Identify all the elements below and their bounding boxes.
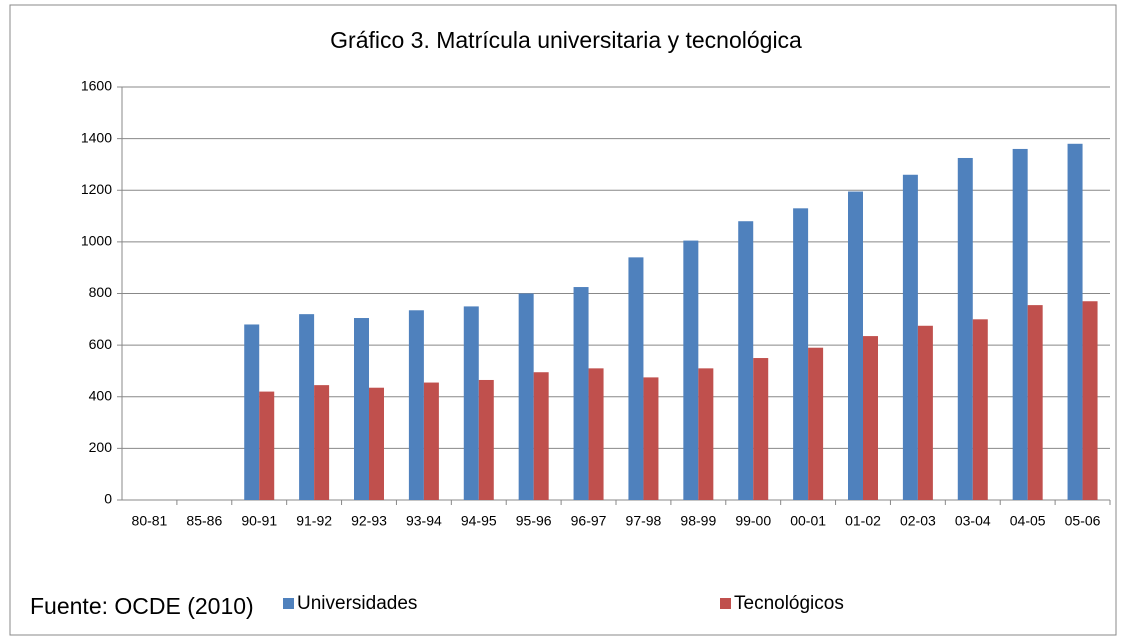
bar bbox=[902, 174, 918, 500]
bar bbox=[518, 293, 534, 500]
y-tick-label: 1600 bbox=[81, 78, 112, 94]
bar bbox=[314, 385, 330, 500]
x-tick-label: 97-98 bbox=[626, 513, 662, 529]
x-tick-label: 00-01 bbox=[790, 513, 826, 529]
bar bbox=[972, 319, 988, 500]
bar bbox=[753, 358, 769, 500]
x-tick-label: 90-91 bbox=[241, 513, 277, 529]
legend-label: Universidades bbox=[297, 593, 417, 614]
x-tick-label: 05-06 bbox=[1065, 513, 1101, 529]
bar bbox=[628, 257, 644, 500]
bar bbox=[1082, 301, 1098, 500]
x-tick-label: 99-00 bbox=[735, 513, 771, 529]
bar bbox=[848, 191, 863, 500]
x-tick-label: 02-03 bbox=[900, 513, 936, 529]
bar bbox=[478, 379, 494, 500]
x-tick-label: 98-99 bbox=[680, 513, 716, 529]
bar bbox=[643, 377, 659, 500]
bar bbox=[1012, 148, 1028, 500]
chart-title: Gráfico 3. Matrícula universitaria y tec… bbox=[330, 27, 802, 53]
x-tick-label: 03-04 bbox=[955, 513, 991, 529]
bar bbox=[863, 336, 878, 500]
y-tick-label: 1200 bbox=[81, 181, 112, 197]
y-tick-label: 800 bbox=[89, 284, 113, 300]
bar bbox=[1067, 143, 1083, 500]
bar bbox=[793, 208, 809, 500]
bar bbox=[463, 306, 479, 500]
bar bbox=[423, 382, 439, 500]
bar bbox=[354, 318, 369, 500]
bar bbox=[259, 391, 275, 500]
y-tick-label: 1400 bbox=[81, 129, 112, 145]
bar bbox=[957, 157, 973, 500]
bar bbox=[408, 310, 424, 500]
x-tick-label: 91-92 bbox=[296, 513, 332, 529]
x-tick-label: 01-02 bbox=[845, 513, 881, 529]
bar bbox=[573, 287, 589, 500]
bar bbox=[917, 325, 933, 500]
x-tick-label: 85-86 bbox=[186, 513, 222, 529]
y-tick-label: 1000 bbox=[81, 233, 112, 249]
x-tick-label: 04-05 bbox=[1010, 513, 1046, 529]
bar bbox=[244, 324, 260, 500]
y-tick-label: 0 bbox=[104, 491, 112, 507]
chart-border bbox=[9, 4, 1117, 636]
bar bbox=[299, 314, 315, 500]
x-tick-label: 92-93 bbox=[351, 513, 387, 529]
x-tick-label: 80-81 bbox=[132, 513, 168, 529]
bar bbox=[683, 240, 699, 500]
x-tick-label: 94-95 bbox=[461, 513, 497, 529]
y-tick-label: 200 bbox=[89, 439, 113, 455]
x-tick-label: 95-96 bbox=[516, 513, 552, 529]
bar bbox=[588, 368, 604, 500]
legend-label: Tecnológicos bbox=[734, 593, 844, 614]
source: Fuente: OCDE (2010) bbox=[30, 593, 254, 619]
bar bbox=[1027, 305, 1043, 500]
bar bbox=[533, 372, 549, 500]
bar bbox=[738, 221, 754, 500]
x-tick-label: 96-97 bbox=[571, 513, 607, 529]
bar bbox=[808, 347, 824, 500]
bar bbox=[369, 387, 384, 500]
x-tick-label: 93-94 bbox=[406, 513, 442, 529]
y-tick-label: 600 bbox=[89, 336, 113, 352]
legend-swatch bbox=[720, 598, 731, 609]
legend-swatch bbox=[283, 598, 294, 609]
bar bbox=[698, 368, 714, 500]
y-tick-label: 400 bbox=[89, 387, 113, 403]
